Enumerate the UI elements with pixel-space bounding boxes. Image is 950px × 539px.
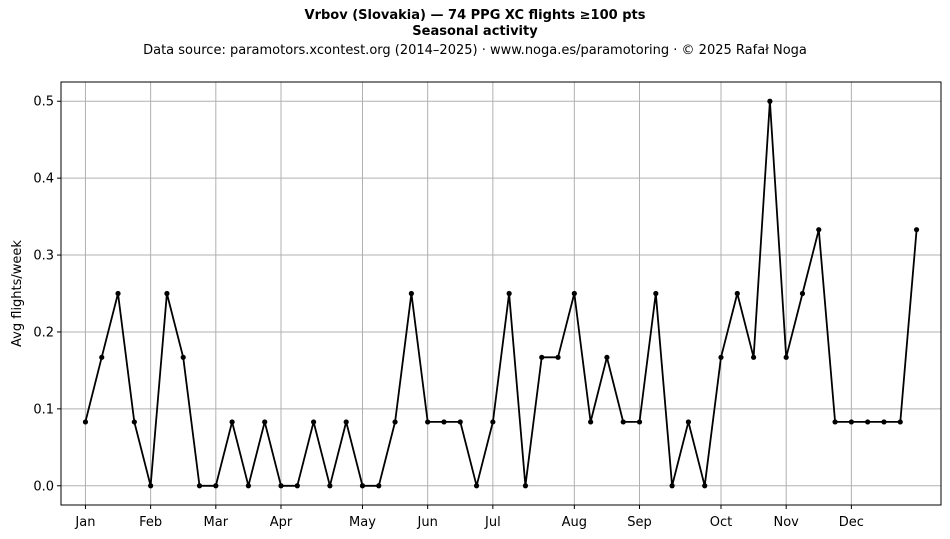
data-point (620, 419, 626, 425)
data-point (881, 419, 887, 425)
data-point (816, 227, 822, 233)
data-point (392, 419, 398, 425)
data-point (636, 419, 643, 425)
data-point (685, 419, 692, 425)
data-point (262, 419, 268, 425)
x-tick-label: Jan (74, 515, 95, 530)
x-tick-label: Mar (204, 515, 229, 530)
data-point (522, 483, 529, 489)
data-point (457, 419, 463, 425)
data-point (783, 354, 789, 360)
y-tick-label: 0.0 (33, 479, 54, 494)
data-point (506, 290, 512, 297)
data-point (490, 419, 496, 425)
data-point (376, 483, 382, 489)
x-tick-label: Oct (710, 515, 732, 530)
y-tick-label: 0.1 (33, 402, 54, 417)
data-point (913, 227, 920, 233)
plot-frame (60, 81, 942, 506)
y-tick-label: 0.2 (33, 325, 54, 340)
data-point (702, 483, 708, 489)
x-tick-label: Jun (417, 515, 438, 530)
y-tick-label: 0.4 (33, 172, 54, 187)
data-point (767, 98, 773, 104)
y-tick-label: 0.5 (33, 95, 54, 110)
x-tick-label: Sep (627, 515, 652, 530)
data-point (865, 419, 871, 425)
data-point (343, 419, 349, 425)
x-axis-ticks: Jan Feb Mar Apr May Jun Jul Aug Sep Oct Nov Dec (74, 505, 864, 530)
data-point (718, 354, 724, 360)
data-point (148, 483, 154, 489)
data-point (848, 419, 854, 425)
data-point (82, 419, 89, 425)
data-point (115, 290, 121, 297)
series-line-group (84, 100, 918, 487)
data-point (359, 483, 366, 489)
chart-title: Vrbov (Slovakia) — 74 PPG XC flights ≥10… (304, 8, 646, 23)
data-point (408, 290, 414, 297)
data-point (539, 354, 545, 360)
data-point (229, 419, 235, 425)
data-point (245, 483, 252, 489)
x-tick-label: Jul (484, 515, 501, 530)
data-point (799, 290, 806, 297)
x-tick-label: May (349, 515, 376, 530)
data-point (310, 419, 317, 425)
data-point (278, 483, 284, 489)
data-points-group (82, 98, 920, 489)
data-point (604, 354, 610, 360)
data-point (588, 419, 594, 425)
data-point (653, 290, 659, 297)
data-point (897, 419, 903, 425)
data-point (294, 483, 300, 489)
data-point (473, 483, 480, 489)
x-tick-label: Feb (139, 515, 162, 530)
data-point (164, 290, 170, 297)
data-point (669, 483, 675, 489)
y-axis-label: Avg flights/week (10, 240, 25, 347)
data-source-line: Data source: paramotors.xcontest.org (20… (143, 43, 807, 58)
data-point (555, 354, 561, 360)
x-tick-label: Dec (839, 515, 864, 530)
y-axis-ticks: 0.0 0.1 0.2 0.3 0.4 0.5 (33, 95, 61, 494)
chart-subtitle: Seasonal activity (412, 24, 538, 39)
data-point (441, 419, 447, 425)
data-point (327, 483, 333, 489)
data-point (425, 419, 431, 425)
data-point (571, 290, 577, 297)
data-point (213, 483, 219, 489)
y-tick-label: 0.3 (33, 249, 54, 264)
data-point (196, 483, 203, 489)
data-point (180, 354, 186, 360)
data-point (734, 290, 740, 297)
data-point (131, 419, 137, 425)
series-line (84, 100, 918, 487)
data-point (750, 354, 757, 360)
x-tick-label: Aug (562, 515, 587, 530)
data-point (99, 354, 105, 360)
x-tick-label: Nov (773, 515, 799, 530)
x-tick-label: Apr (270, 515, 293, 530)
data-point (832, 419, 838, 425)
